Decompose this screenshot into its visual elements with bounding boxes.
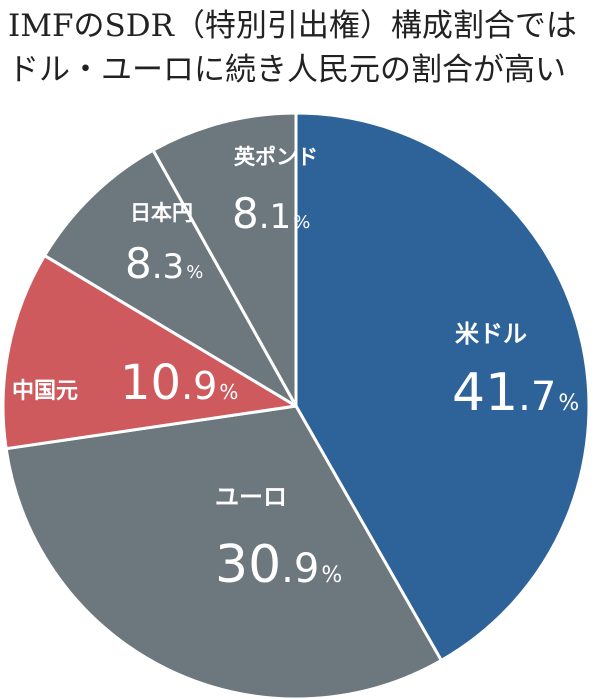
slice-value-label: 10.9%	[120, 355, 238, 411]
title-line-2: ドル・ユーロに続き人民元の割合が高い	[8, 52, 566, 88]
slice-name-label: 日本円	[130, 201, 193, 225]
pie-slice-1	[294, 111, 591, 662]
slice-label-group-1: 米ドル 41.7%	[452, 320, 579, 423]
slice-label-group-3: 中国元 10.9%	[12, 355, 238, 411]
slice-name-label: 英ポンド	[234, 145, 318, 169]
slice-value-label: 30.9%	[215, 535, 342, 595]
chart-title: IMFのSDR（特別引出権）構成割合では ドル・ユーロに続き人民元の割合が高い	[8, 4, 598, 92]
slice-label-group-5: 英ポンド 8.1%	[232, 145, 318, 238]
slice-label-group-2: ユーロ 30.9%	[215, 483, 342, 595]
slice-value-label: 8.1%	[232, 189, 310, 238]
pie-slice-4	[43, 148, 298, 408]
pie-slice-5	[151, 111, 298, 408]
slice-value-label: 8.3%	[125, 239, 203, 288]
title-line-1: IMFのSDR（特別引出権）構成割合では	[8, 8, 577, 44]
pie-slice-2	[4, 404, 443, 699]
slice-name-label: 米ドル	[455, 320, 527, 348]
slice-value-label: 41.7%	[452, 363, 579, 423]
pie-slice-3	[1, 254, 298, 451]
slice-name-label: ユーロ	[215, 483, 287, 511]
slice-name-label: 中国元	[12, 379, 78, 404]
slice-label-group-4: 日本円 8.3%	[125, 201, 203, 288]
